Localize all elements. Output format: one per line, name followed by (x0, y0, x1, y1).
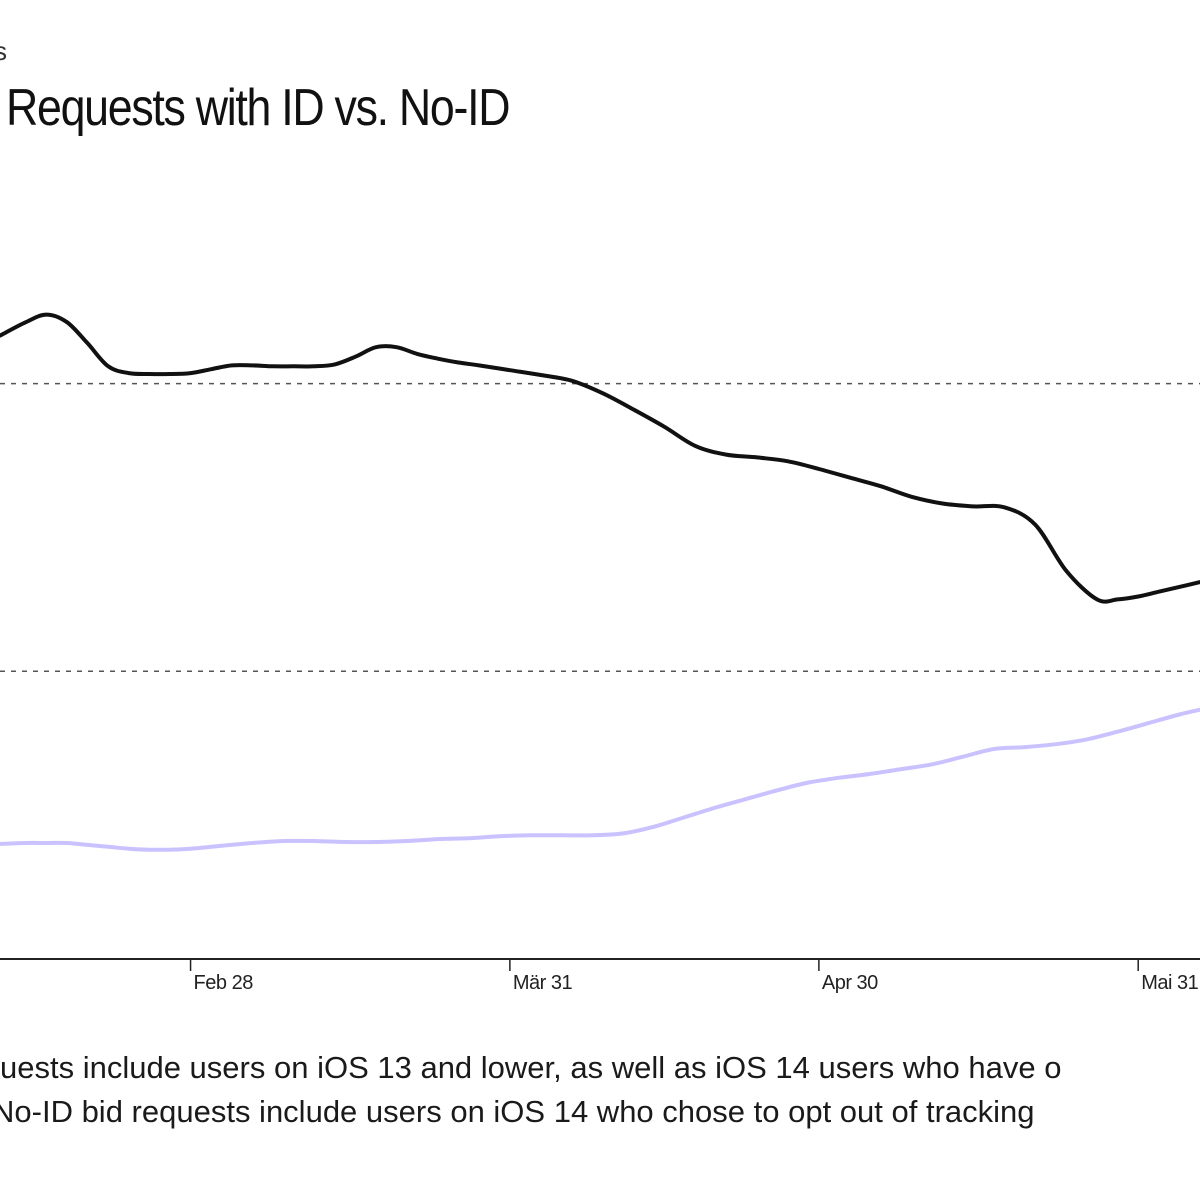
series-line-1 (0, 707, 1200, 852)
x-tick-label-3: Mai 31 (1141, 972, 1198, 994)
chart-kicker: s (0, 36, 7, 66)
x-tick-label-1: Mär 31 (513, 972, 573, 994)
x-tick-label-2: Apr 30 (822, 972, 878, 994)
line-chart: Feb 28 Mär 31 Apr 30 Mai 31 (0, 312, 1200, 994)
series-lines (0, 312, 1200, 852)
chart-footnotes: uests include users on iOS 13 and lower,… (0, 1050, 1200, 1170)
series-line-0 (0, 312, 1200, 604)
x-tick-label-0: Feb 28 (194, 972, 254, 994)
gridlines (0, 382, 1200, 673)
footnote-with-id: uests include users on iOS 13 and lower,… (0, 1050, 1062, 1085)
chart-title: Requests with ID vs. No-ID (6, 79, 511, 137)
x-axis-ticks: Feb 28 Mär 31 Apr 30 Mai 31 (189, 959, 1199, 994)
footnote-no-id: No-ID bid requests include users on iOS … (0, 1094, 1035, 1129)
